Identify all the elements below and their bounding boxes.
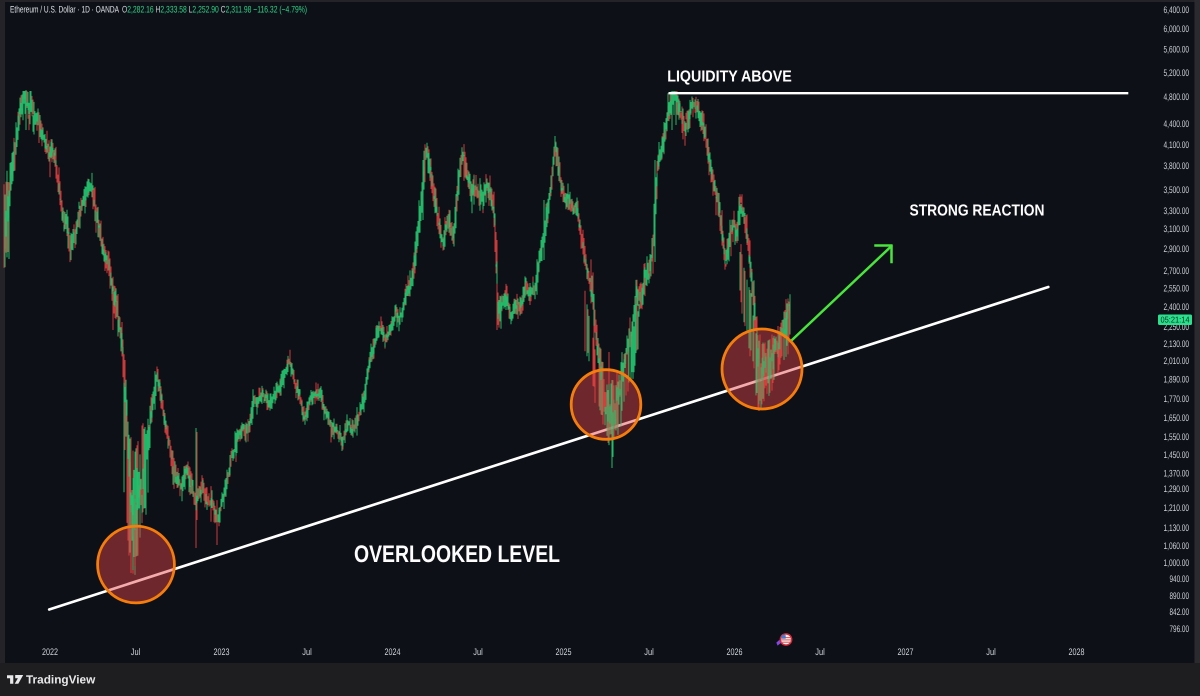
svg-text:1,650.00: 1,650.00 [1164,413,1190,424]
svg-text:2025: 2025 [556,647,572,658]
svg-text:OVERLOOKED LEVEL: OVERLOOKED LEVEL [354,541,560,568]
svg-text:3,100.00: 3,100.00 [1164,224,1190,235]
svg-text:842.00: 842.00 [1170,607,1190,618]
svg-text:2028: 2028 [1069,647,1085,658]
svg-text:6,400.00: 6,400.00 [1164,5,1190,16]
svg-text:05:21:14: 05:21:14 [1161,315,1190,325]
svg-text:2,400.00: 2,400.00 [1164,302,1190,313]
svg-text:940.00: 940.00 [1170,574,1190,585]
svg-text:3,500.00: 3,500.00 [1164,185,1190,196]
svg-text:2026: 2026 [727,647,743,658]
svg-text:1,210.00: 1,210.00 [1164,503,1190,514]
svg-text:2,130.00: 2,130.00 [1164,339,1190,350]
svg-text:1,770.00: 1,770.00 [1164,394,1190,405]
svg-text:2024: 2024 [385,647,401,658]
svg-text:2,010.00: 2,010.00 [1164,356,1190,367]
svg-text:Jul: Jul [644,647,654,658]
svg-text:Ethereum / U.S. Dollar · 1D ·: Ethereum / U.S. Dollar · 1D · OANDA [10,5,119,16]
svg-text:5,200.00: 5,200.00 [1164,68,1190,79]
svg-text:2022: 2022 [42,647,58,658]
svg-text:1,370.00: 1,370.00 [1164,469,1190,480]
svg-text:4,800.00: 4,800.00 [1164,92,1190,103]
svg-text:1,130.00: 1,130.00 [1164,523,1190,534]
svg-text:2023: 2023 [214,647,230,658]
svg-text:5,600.00: 5,600.00 [1164,45,1190,56]
svg-text:890.00: 890.00 [1170,591,1190,602]
svg-text:4,100.00: 4,100.00 [1164,140,1190,151]
svg-text:Jul: Jul [131,647,141,658]
svg-text:3,300.00: 3,300.00 [1164,206,1190,217]
svg-text:2027: 2027 [898,647,914,658]
svg-text:1,550.00: 1,550.00 [1164,432,1190,443]
svg-text:O2,282.16 H2,333.58 L2,252.90: O2,282.16 H2,333.58 L2,252.90 C2,311.98 … [122,5,307,16]
svg-text:1,890.00: 1,890.00 [1164,375,1190,386]
svg-text:TradingView: TradingView [26,673,96,687]
svg-text:3,800.00: 3,800.00 [1164,161,1190,172]
svg-text:Jul: Jul [302,647,312,658]
svg-text:6,000.00: 6,000.00 [1164,24,1190,35]
svg-text:Jul: Jul [473,647,483,658]
svg-text:2,700.00: 2,700.00 [1164,266,1190,277]
svg-text:4,400.00: 4,400.00 [1164,119,1190,130]
svg-text:LIQUIDITY ABOVE: LIQUIDITY ABOVE [667,69,792,86]
svg-text:1,060.00: 1,060.00 [1164,541,1190,552]
svg-text:2,900.00: 2,900.00 [1164,244,1190,255]
svg-text:Jul: Jul [815,647,825,658]
svg-text:2,550.00: 2,550.00 [1164,284,1190,295]
svg-text:1,000.00: 1,000.00 [1164,558,1190,569]
svg-text:Jul: Jul [986,647,996,658]
svg-text:STRONG REACTION: STRONG REACTION [910,203,1045,220]
svg-text:1,290.00: 1,290.00 [1164,484,1190,495]
svg-text:1,450.00: 1,450.00 [1164,450,1190,461]
svg-text:2,250.00: 2,250.00 [1164,322,1190,333]
svg-text:796.00: 796.00 [1170,624,1190,635]
